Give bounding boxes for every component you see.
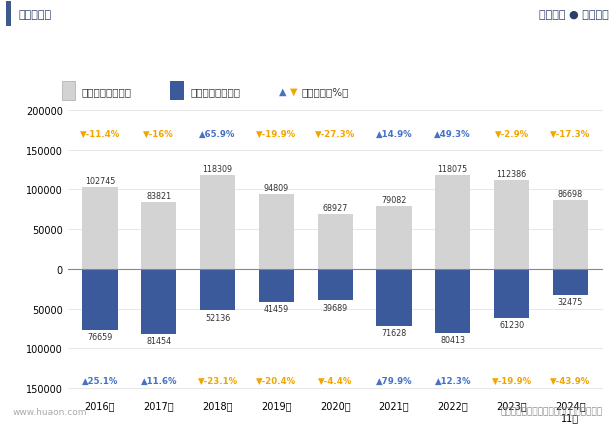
Text: ▲12.3%: ▲12.3%: [435, 376, 471, 385]
Text: 32475: 32475: [558, 297, 583, 306]
Text: 进口额（万美元）: 进口额（万美元）: [190, 86, 240, 97]
Text: ▼-23.1%: ▼-23.1%: [197, 376, 237, 385]
Text: ▼-11.4%: ▼-11.4%: [80, 130, 120, 139]
Text: ▲25.1%: ▲25.1%: [82, 376, 118, 385]
Text: 61230: 61230: [499, 320, 524, 329]
Text: ▲: ▲: [279, 86, 287, 97]
Text: ▲49.3%: ▲49.3%: [434, 130, 471, 139]
Text: ▲11.6%: ▲11.6%: [141, 376, 177, 385]
Text: 41459: 41459: [264, 305, 289, 314]
Text: ▼-19.9%: ▼-19.9%: [491, 376, 531, 385]
Text: ▼-17.3%: ▼-17.3%: [550, 130, 590, 139]
Bar: [376, 269, 411, 326]
Text: 80413: 80413: [440, 335, 466, 345]
Text: 出口额（万美元）: 出口额（万美元）: [81, 86, 131, 97]
Text: www.huaon.com: www.huaon.com: [12, 406, 87, 416]
Bar: [435, 176, 470, 269]
Text: ▼-2.9%: ▼-2.9%: [494, 130, 529, 139]
Text: ▼-27.3%: ▼-27.3%: [315, 130, 355, 139]
Bar: [376, 207, 411, 269]
Text: ▲79.9%: ▲79.9%: [376, 376, 412, 385]
Text: 68927: 68927: [322, 204, 348, 213]
Text: 华经情报网: 华经情报网: [18, 10, 52, 20]
Text: ▼-20.4%: ▼-20.4%: [256, 376, 296, 385]
Text: 数据来源：中国海关、华经产业研究院整理: 数据来源：中国海关、华经产业研究院整理: [501, 406, 603, 416]
Text: ▼-19.9%: ▼-19.9%: [256, 130, 296, 139]
Bar: [200, 269, 235, 311]
Text: 2016-2024年11月兰州市(境内目的地/货源地)进、出口额: 2016-2024年11月兰州市(境内目的地/货源地)进、出口额: [165, 43, 450, 59]
Text: ▼-4.4%: ▼-4.4%: [318, 376, 352, 385]
Text: ▲65.9%: ▲65.9%: [199, 130, 236, 139]
Text: 83821: 83821: [146, 192, 172, 201]
Bar: [435, 269, 470, 333]
Bar: [317, 269, 353, 301]
Bar: [62, 82, 75, 101]
Text: 81454: 81454: [146, 336, 172, 345]
Bar: [259, 194, 294, 269]
Text: 同比增长（%）: 同比增长（%）: [301, 86, 349, 97]
Text: ▼-43.9%: ▼-43.9%: [550, 376, 590, 385]
Bar: [141, 269, 177, 334]
Text: ▲14.9%: ▲14.9%: [376, 130, 412, 139]
Text: 102745: 102745: [85, 177, 115, 186]
Bar: [553, 201, 588, 269]
Bar: [259, 269, 294, 302]
Bar: [82, 188, 117, 269]
Text: 94809: 94809: [264, 183, 289, 192]
Bar: [170, 82, 184, 101]
Text: 86698: 86698: [558, 190, 583, 199]
Bar: [82, 269, 117, 330]
Bar: [494, 269, 529, 318]
Bar: [553, 269, 588, 295]
Text: ▼: ▼: [290, 86, 298, 97]
Text: 118309: 118309: [202, 164, 232, 173]
Bar: [494, 180, 529, 269]
Text: 52136: 52136: [205, 313, 230, 322]
Bar: [6, 3, 11, 27]
Bar: [200, 176, 235, 269]
Text: 专业严谨 ● 客观科学: 专业严谨 ● 客观科学: [539, 10, 609, 20]
Bar: [141, 203, 177, 269]
Text: 118075: 118075: [438, 165, 468, 174]
Text: 71628: 71628: [381, 328, 407, 337]
Text: 76659: 76659: [87, 332, 113, 342]
Text: 79082: 79082: [381, 196, 407, 204]
Text: ▼-16%: ▼-16%: [143, 130, 174, 139]
Bar: [317, 215, 353, 269]
Text: 39689: 39689: [322, 303, 348, 312]
Text: 112386: 112386: [496, 169, 526, 178]
